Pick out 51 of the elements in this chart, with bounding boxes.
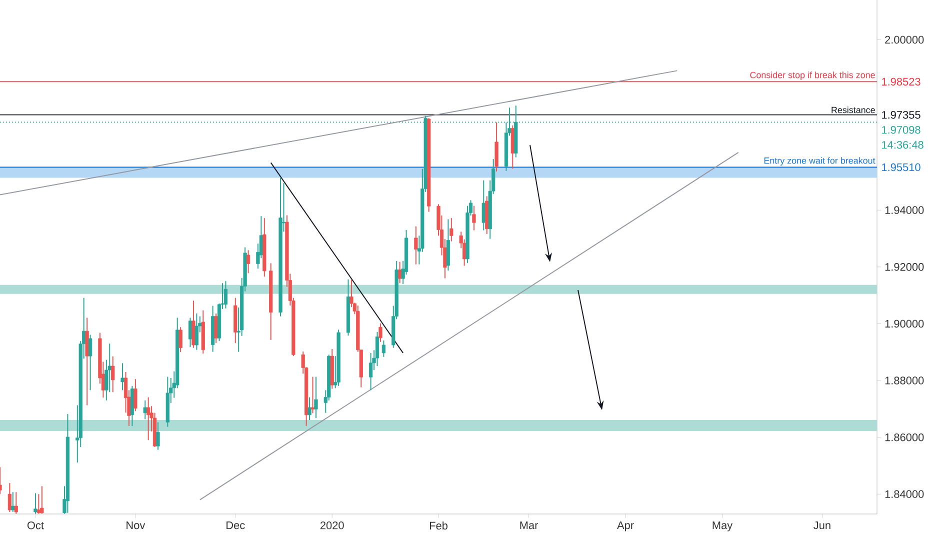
candlestick bbox=[382, 340, 386, 358]
y-tick-label: 1.84000 bbox=[885, 490, 924, 498]
candlestick bbox=[414, 226, 418, 265]
text: 14:36:48 bbox=[882, 140, 924, 149]
y-tick-label: 1.92000 bbox=[885, 263, 924, 271]
x-tick-label: Oct bbox=[27, 522, 44, 530]
candlestick bbox=[8, 482, 12, 512]
candlestick bbox=[34, 492, 38, 514]
ref-line-label: 1.97355 bbox=[882, 110, 920, 119]
x-tick-label: Nov bbox=[126, 522, 146, 530]
y-tick-label: 1.88000 bbox=[885, 376, 924, 384]
candlestick bbox=[224, 280, 228, 309]
candlestick bbox=[146, 396, 150, 441]
ref-line-label: 1.98523 bbox=[882, 78, 920, 86]
annotation: Resistance bbox=[832, 106, 875, 114]
candlestick bbox=[134, 378, 138, 412]
x-tick-label: Apr bbox=[617, 522, 634, 532]
candlestick bbox=[178, 326, 182, 353]
candlestick bbox=[310, 376, 315, 414]
candlestick bbox=[120, 362, 124, 391]
x-tick-label: Mar bbox=[520, 522, 538, 530]
candlestick bbox=[472, 205, 476, 231]
candlestick bbox=[375, 331, 380, 367]
candlestick bbox=[378, 322, 382, 342]
candlestick bbox=[450, 218, 454, 242]
annotation: Consider stop if break this zone bbox=[750, 72, 875, 80]
candlestick bbox=[314, 376, 318, 418]
candlestick bbox=[14, 492, 18, 514]
candlestick bbox=[156, 422, 160, 450]
candlestick bbox=[308, 396, 312, 420]
candlestick bbox=[246, 250, 250, 274]
x-tick-label: 2020 bbox=[320, 522, 344, 530]
candlestick bbox=[11, 492, 15, 512]
x-tick-label: Jun bbox=[814, 522, 830, 530]
annotation: Entry zone wait for breakout bbox=[764, 157, 876, 166]
x-tick-label: Dec bbox=[226, 522, 245, 530]
candlestick bbox=[143, 400, 147, 420]
y-tick-label: 2.00000 bbox=[885, 36, 924, 44]
candlestick bbox=[88, 334, 92, 391]
y-tick-label: 1.90000 bbox=[885, 320, 924, 328]
ref-line-label: 1.95510 bbox=[882, 163, 920, 172]
candlestick bbox=[368, 352, 373, 391]
x-tick-label: Feb bbox=[430, 522, 448, 530]
y-tick-label: 1.94000 bbox=[885, 206, 924, 214]
y-tick-label: 1.86000 bbox=[885, 433, 924, 442]
x-tick-label: May bbox=[712, 522, 733, 532]
candlestick bbox=[194, 312, 199, 350]
candlestick bbox=[482, 180, 486, 231]
ref-line-label: 1.97098 bbox=[882, 126, 920, 134]
candlestick bbox=[214, 312, 218, 344]
candlestick bbox=[111, 356, 115, 393]
